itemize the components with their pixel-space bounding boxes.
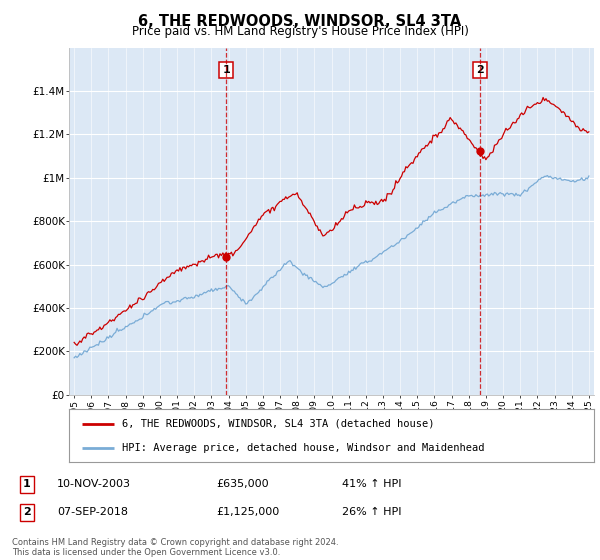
Text: 1: 1 (222, 65, 230, 75)
Text: 26% ↑ HPI: 26% ↑ HPI (342, 507, 401, 517)
Text: 1: 1 (23, 479, 31, 489)
Text: HPI: Average price, detached house, Windsor and Maidenhead: HPI: Average price, detached house, Wind… (121, 443, 484, 453)
Text: 10-NOV-2003: 10-NOV-2003 (57, 479, 131, 489)
Text: Contains HM Land Registry data © Crown copyright and database right 2024.
This d: Contains HM Land Registry data © Crown c… (12, 538, 338, 557)
Text: 41% ↑ HPI: 41% ↑ HPI (342, 479, 401, 489)
Text: £635,000: £635,000 (216, 479, 269, 489)
Text: 07-SEP-2018: 07-SEP-2018 (57, 507, 128, 517)
Text: 2: 2 (23, 507, 31, 517)
Text: Price paid vs. HM Land Registry's House Price Index (HPI): Price paid vs. HM Land Registry's House … (131, 25, 469, 38)
Text: £1,125,000: £1,125,000 (216, 507, 279, 517)
Text: 2: 2 (476, 65, 484, 75)
Text: 6, THE REDWOODS, WINDSOR, SL4 3TA (detached house): 6, THE REDWOODS, WINDSOR, SL4 3TA (detac… (121, 419, 434, 429)
Text: 6, THE REDWOODS, WINDSOR, SL4 3TA: 6, THE REDWOODS, WINDSOR, SL4 3TA (139, 14, 461, 29)
